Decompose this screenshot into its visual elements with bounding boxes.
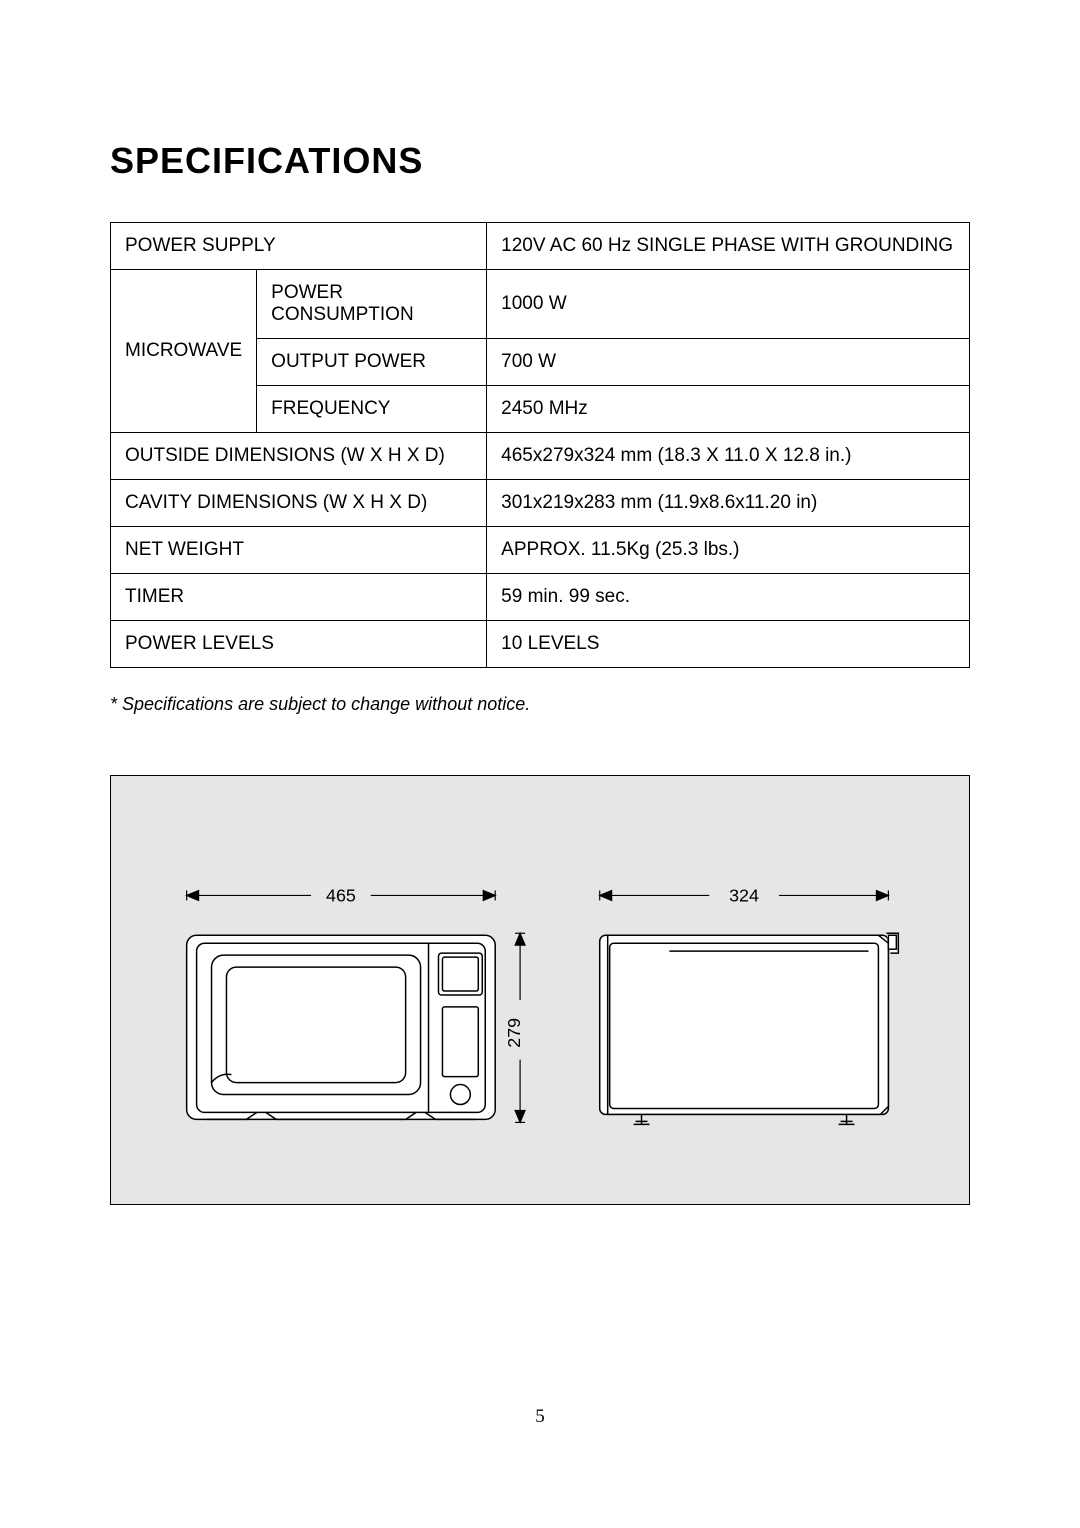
cell-value: 59 min. 99 sec. [487,574,970,621]
dimension-diagram: 465 279 324 [110,775,970,1205]
page-title: SPECIFICATIONS [110,140,970,182]
cell-value: 120V AC 60 Hz SINGLE PHASE WITH GROUNDIN… [487,223,970,270]
width-label: 465 [326,885,356,905]
cell-value: 10 LEVELS [487,621,970,668]
cell-value: 465x279x324 mm (18.3 X 11.0 X 12.8 in.) [487,433,970,480]
table-row: MICROWAVE POWER CONSUMPTION 1000 W [111,270,970,339]
table-row: POWER LEVELS 10 LEVELS [111,621,970,668]
cell-label: MICROWAVE [111,270,257,433]
cell-label: POWER CONSUMPTION [257,270,487,339]
spec-table: POWER SUPPLY 120V AC 60 Hz SINGLE PHASE … [110,222,970,668]
cell-label: POWER SUPPLY [111,223,487,270]
cell-label: OUTSIDE DIMENSIONS (W X H X D) [111,433,487,480]
table-row: CAVITY DIMENSIONS (W X H X D) 301x219x28… [111,480,970,527]
cell-value: 1000 W [487,270,970,339]
cell-label: NET WEIGHT [111,527,487,574]
cell-value: APPROX. 11.5Kg (25.3 lbs.) [487,527,970,574]
cell-label: TIMER [111,574,487,621]
cell-value: 301x219x283 mm (11.9x8.6x11.20 in) [487,480,970,527]
spec-note: * Specifications are subject to change w… [110,694,970,715]
cell-value: 700 W [487,339,970,386]
cell-label: OUTPUT POWER [257,339,487,386]
depth-label: 324 [729,885,759,905]
cell-label: POWER LEVELS [111,621,487,668]
cell-value: 2450 MHz [487,386,970,433]
page-number: 5 [0,1406,1080,1428]
cell-label: FREQUENCY [257,386,487,433]
table-row: NET WEIGHT APPROX. 11.5Kg (25.3 lbs.) [111,527,970,574]
table-row: OUTSIDE DIMENSIONS (W X H X D) 465x279x3… [111,433,970,480]
microwave-diagram-svg: 465 279 324 [111,776,969,1204]
cell-label: CAVITY DIMENSIONS (W X H X D) [111,480,487,527]
table-row: TIMER 59 min. 99 sec. [111,574,970,621]
table-row: POWER SUPPLY 120V AC 60 Hz SINGLE PHASE … [111,223,970,270]
height-label: 279 [504,1018,524,1048]
